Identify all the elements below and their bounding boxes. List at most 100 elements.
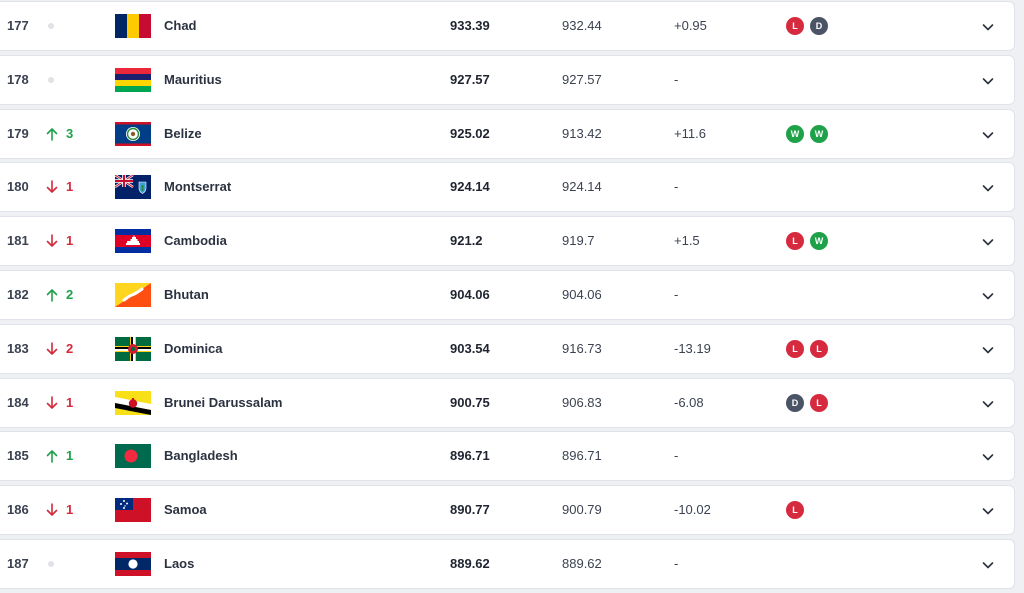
rank: 184 bbox=[7, 394, 29, 410]
rank-change: 1 bbox=[46, 163, 86, 211]
table-row[interactable]: 179 3 Belize 925.02 913.42 +11.6 W W bbox=[0, 108, 1015, 159]
total-points: 927.57 bbox=[450, 71, 490, 87]
result-badge: W bbox=[810, 232, 828, 251]
chevron-down-icon[interactable] bbox=[980, 180, 996, 196]
country-name[interactable]: Brunei Darussalam bbox=[164, 394, 283, 410]
rank-change: 1 bbox=[46, 217, 86, 265]
table-row[interactable]: 180 1 Montserrat 924.14 924.14 - bbox=[0, 162, 1015, 213]
rank: 187 bbox=[7, 556, 29, 571]
result-badge: L bbox=[786, 339, 804, 358]
points-difference: - bbox=[674, 71, 679, 87]
points-difference: +0.95 bbox=[674, 18, 707, 33]
chevron-down-icon[interactable] bbox=[980, 288, 996, 304]
country-name[interactable]: Cambodia bbox=[164, 233, 227, 249]
chevron-down-icon[interactable] bbox=[980, 449, 996, 465]
chevron-down-icon[interactable] bbox=[980, 127, 996, 143]
montserrat-flag-icon bbox=[115, 175, 151, 200]
table-row[interactable]: 187 Laos 889.62 889.62 - bbox=[0, 539, 1015, 589]
mauritius-flag-icon bbox=[115, 67, 151, 92]
brunei-flag-icon bbox=[115, 390, 151, 415]
previous-points: 889.62 bbox=[562, 556, 602, 571]
rank-change-value: 2 bbox=[66, 340, 74, 356]
table-row[interactable]: 184 1 Brunei Darussalam 900.75 906.83 -6.08 D L bbox=[0, 377, 1015, 428]
chevron-down-icon[interactable] bbox=[980, 396, 996, 412]
rank-change: 1 bbox=[46, 486, 86, 534]
previous-points: 913.42 bbox=[562, 125, 602, 141]
points-difference: +1.5 bbox=[674, 233, 700, 249]
table-row[interactable]: 183 2 Dominica 903.54 916.73 -13.19 L L bbox=[0, 323, 1015, 374]
country-name[interactable]: Samoa bbox=[164, 502, 207, 518]
previous-points: 932.44 bbox=[562, 18, 602, 33]
dominica-flag-icon bbox=[115, 336, 151, 361]
previous-points: 916.73 bbox=[562, 340, 602, 356]
result-badge: L bbox=[786, 232, 804, 251]
country-name[interactable]: Bhutan bbox=[164, 287, 209, 302]
previous-points: 927.57 bbox=[562, 71, 602, 87]
arrow-up-icon bbox=[46, 449, 58, 464]
result-badge: L bbox=[810, 393, 828, 412]
country-name[interactable]: Laos bbox=[164, 556, 195, 571]
chevron-down-icon[interactable] bbox=[980, 19, 996, 35]
points-difference: -6.08 bbox=[674, 394, 704, 410]
country-name[interactable]: Montserrat bbox=[164, 179, 232, 195]
total-points: 900.75 bbox=[450, 394, 490, 410]
rank: 186 bbox=[7, 502, 29, 518]
rank-change: 2 bbox=[46, 325, 86, 373]
result-badge: W bbox=[810, 124, 828, 143]
country-name[interactable]: Bangladesh bbox=[164, 448, 238, 464]
total-points: 904.06 bbox=[450, 287, 490, 302]
rank-change-value: 2 bbox=[66, 287, 74, 302]
rank: 179 bbox=[7, 125, 29, 141]
arrow-down-icon bbox=[46, 180, 58, 194]
result-badge: L bbox=[810, 339, 828, 358]
country-name[interactable]: Chad bbox=[164, 18, 197, 33]
arrow-up-icon bbox=[46, 127, 58, 141]
rank-change bbox=[46, 540, 86, 588]
rank-change-value: 1 bbox=[66, 502, 74, 518]
table-row[interactable]: 186 1 Samoa 890.77 900.79 -10.02 L bbox=[0, 485, 1015, 536]
rank: 177 bbox=[7, 18, 29, 33]
country-name[interactable]: Belize bbox=[164, 125, 202, 141]
points-difference: - bbox=[674, 448, 679, 464]
table-row[interactable]: 178 Mauritius 927.57 927.57 - bbox=[0, 54, 1015, 105]
table-row[interactable]: 182 2 Bhutan 904.06 904.06 - bbox=[0, 270, 1015, 320]
points-difference: - bbox=[674, 179, 679, 195]
chevron-down-icon[interactable] bbox=[980, 342, 996, 358]
rank-change-value: 1 bbox=[66, 233, 74, 249]
arrow-up-icon bbox=[46, 288, 58, 302]
result-badge: W bbox=[786, 124, 804, 143]
total-points: 924.14 bbox=[450, 179, 490, 195]
no-change-dot-icon bbox=[48, 23, 54, 29]
table-row[interactable]: 185 1 Bangladesh 896.71 896.71 - bbox=[0, 431, 1015, 482]
chad-flag-icon bbox=[115, 14, 151, 38]
rank-change bbox=[46, 56, 86, 104]
chevron-down-icon[interactable] bbox=[980, 234, 996, 250]
previous-points: 896.71 bbox=[562, 448, 602, 464]
country-name[interactable]: Mauritius bbox=[164, 71, 222, 87]
result-badge: D bbox=[786, 393, 804, 412]
result-badge: L bbox=[786, 501, 804, 520]
total-points: 890.77 bbox=[450, 502, 490, 518]
recent-results: L bbox=[786, 486, 804, 534]
chevron-down-icon[interactable] bbox=[980, 73, 996, 89]
rank-change-value: 3 bbox=[66, 125, 74, 141]
chevron-down-icon[interactable] bbox=[980, 557, 996, 573]
no-change-dot-icon bbox=[48, 76, 54, 83]
previous-points: 900.79 bbox=[562, 502, 602, 518]
table-row[interactable]: 181 1 Cambodia 921.2 919.7 +1.5 L W bbox=[0, 216, 1015, 267]
points-difference: -10.02 bbox=[674, 502, 711, 518]
rank-change: 2 bbox=[46, 271, 86, 319]
rank: 182 bbox=[7, 287, 29, 302]
rank: 178 bbox=[7, 71, 29, 87]
total-points: 921.2 bbox=[450, 233, 483, 249]
rank-change: 3 bbox=[46, 110, 86, 158]
table-row[interactable]: 177 Chad 933.39 932.44 +0.95 L D bbox=[0, 1, 1015, 51]
country-name[interactable]: Dominica bbox=[164, 340, 223, 356]
rank-change bbox=[46, 2, 86, 50]
total-points: 903.54 bbox=[450, 340, 490, 356]
chevron-down-icon[interactable] bbox=[980, 503, 996, 519]
